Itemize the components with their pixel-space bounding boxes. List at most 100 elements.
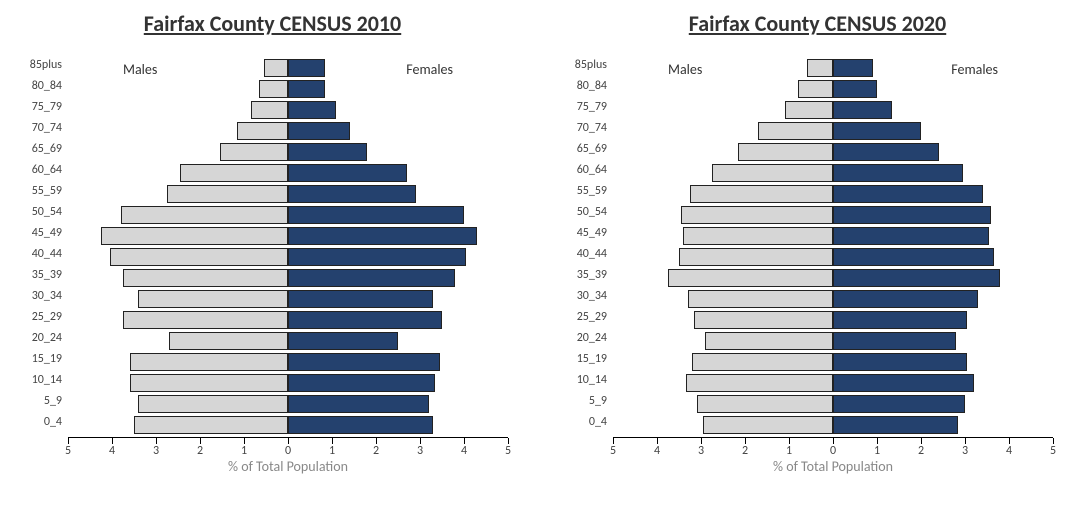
female-bar — [288, 122, 350, 140]
bar-row — [68, 204, 508, 225]
male-bar — [169, 332, 288, 350]
female-bar — [288, 332, 398, 350]
x-ticks-1: 54321012345 — [613, 438, 1053, 454]
female-bar — [288, 227, 477, 245]
male-bar — [681, 206, 833, 224]
female-bar — [288, 374, 435, 392]
age-group-label: 30_34 — [577, 286, 607, 307]
bar-row — [613, 99, 1053, 120]
bar-row — [68, 141, 508, 162]
female-bar — [288, 59, 325, 77]
age-group-label: 40_44 — [32, 244, 62, 265]
age-group-label: 85plus — [575, 55, 607, 76]
age-group-label: 55_59 — [577, 181, 607, 202]
age-group-label: 10_14 — [577, 370, 607, 391]
bar-row — [68, 288, 508, 309]
female-bar — [833, 311, 967, 329]
male-bar — [237, 122, 288, 140]
bar-row — [613, 351, 1053, 372]
female-bar — [833, 248, 994, 266]
y-axis-labels-0: 85plus80_8475_7970_7465_6960_6455_5950_5… — [10, 55, 68, 433]
x-tick-label: 0 — [285, 444, 291, 458]
plot-0: Males Females 54321012345 % of Total Pop… — [68, 55, 508, 475]
panel-title: Fairfax County CENSUS 2010 — [10, 10, 535, 37]
male-bar — [712, 164, 833, 182]
x-ticks-0: 54321012345 — [68, 438, 508, 454]
bar-row — [613, 414, 1053, 435]
x-tick-label: 1 — [241, 444, 247, 458]
female-bar — [288, 353, 440, 371]
x-tick-label: 4 — [109, 444, 115, 458]
x-tick-label: 2 — [373, 444, 379, 458]
bar-row — [613, 141, 1053, 162]
bar-row — [613, 246, 1053, 267]
x-tick-label: 2 — [742, 444, 748, 458]
female-bar — [288, 185, 416, 203]
x-tick-label: 5 — [610, 444, 616, 458]
male-bar — [264, 59, 288, 77]
female-bar — [833, 227, 989, 245]
x-axis-title: % of Total Population — [68, 458, 508, 475]
age-group-label: 25_29 — [577, 307, 607, 328]
x-tick-label: 4 — [461, 444, 467, 458]
female-bar — [833, 164, 963, 182]
age-group-label: 35_39 — [577, 265, 607, 286]
bar-row — [68, 309, 508, 330]
female-bar — [288, 80, 325, 98]
bar-row — [613, 267, 1053, 288]
male-bar — [138, 395, 288, 413]
bar-row — [68, 225, 508, 246]
female-bar — [833, 143, 939, 161]
bar-row — [68, 267, 508, 288]
age-group-label: 20_24 — [577, 328, 607, 349]
female-bar — [833, 290, 978, 308]
male-bar — [692, 353, 833, 371]
female-bar — [288, 311, 442, 329]
x-tick-label: 5 — [505, 444, 511, 458]
male-bar — [738, 143, 833, 161]
male-bar — [703, 416, 833, 434]
x-axis-title: % of Total Population — [613, 458, 1053, 475]
bars-1 — [613, 55, 1053, 435]
bar-row — [613, 393, 1053, 414]
male-bar — [690, 185, 833, 203]
male-bar — [180, 164, 288, 182]
y-axis-labels-1: 85plus80_8475_7970_7465_6960_6455_5950_5… — [555, 55, 613, 433]
female-bar — [833, 185, 983, 203]
age-group-label: 60_64 — [32, 160, 62, 181]
male-bar — [167, 185, 288, 203]
bar-row — [68, 393, 508, 414]
male-bar — [138, 290, 288, 308]
female-bar — [288, 164, 407, 182]
plot-1: Males Females 54321012345 % of Total Pop… — [613, 55, 1053, 475]
male-bar — [688, 290, 833, 308]
age-group-label: 55_59 — [32, 181, 62, 202]
female-bar — [833, 416, 958, 434]
age-group-label: 85plus — [30, 55, 62, 76]
female-bar — [288, 395, 429, 413]
age-group-label: 50_54 — [577, 202, 607, 223]
x-tick-label: 3 — [962, 444, 968, 458]
female-bar — [288, 269, 455, 287]
male-bar — [251, 101, 288, 119]
male-bar — [134, 416, 288, 434]
female-bar — [288, 416, 433, 434]
age-group-label: 45_49 — [577, 223, 607, 244]
bar-row — [68, 99, 508, 120]
bar-row — [613, 330, 1053, 351]
bar-row — [613, 57, 1053, 78]
age-group-label: 15_19 — [32, 349, 62, 370]
x-tick-label: 0 — [830, 444, 836, 458]
x-tick-label: 1 — [786, 444, 792, 458]
bar-row — [68, 78, 508, 99]
x-tick-label: 4 — [654, 444, 660, 458]
bar-row — [613, 120, 1053, 141]
x-tick-label: 5 — [1050, 444, 1056, 458]
bar-row — [613, 288, 1053, 309]
age-group-label: 10_14 — [32, 370, 62, 391]
male-bar — [110, 248, 288, 266]
male-bar — [697, 395, 833, 413]
bar-row — [613, 78, 1053, 99]
female-bar — [288, 101, 336, 119]
bar-row — [68, 57, 508, 78]
